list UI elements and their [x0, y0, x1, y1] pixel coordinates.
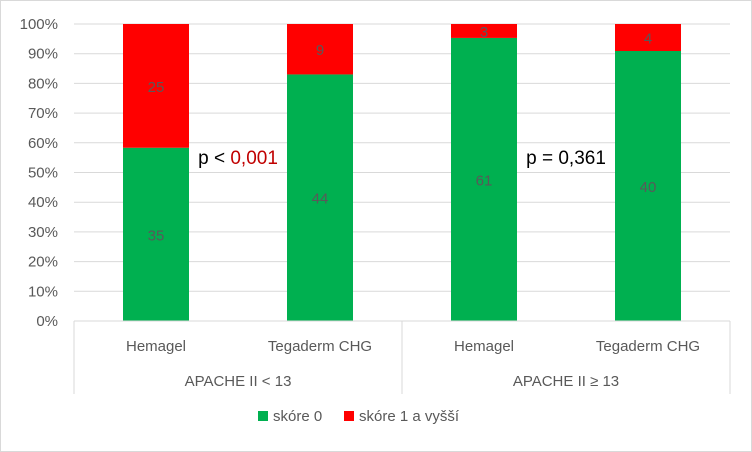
bar-segment	[123, 24, 189, 148]
legend-label: skóre 0	[273, 408, 322, 425]
x-axis: Hemagel Tegaderm CHG Hemagel Tegaderm CHG AP…	[73, 320, 731, 394]
y-tick-label: 0%	[36, 313, 58, 330]
data-label: 35	[148, 227, 165, 244]
bars: 35 25 44 9 61 3 40 4	[123, 24, 681, 321]
y-tick-label: 10%	[28, 283, 58, 300]
bar-segment	[615, 24, 681, 51]
y-tick-label: 90%	[28, 46, 58, 63]
x-category-label: Hemagel	[454, 338, 514, 355]
y-tick-label: 50%	[28, 165, 58, 182]
x-group-label: APACHE II < 13	[185, 373, 292, 390]
legend: skóre 0 skóre 1 a vyšší	[258, 408, 460, 425]
x-category-label: Hemagel	[126, 338, 186, 355]
legend-swatch	[344, 411, 354, 421]
data-label: 25	[148, 79, 165, 96]
data-label: 61	[476, 172, 493, 189]
y-tick-label: 60%	[28, 135, 58, 152]
y-axis-ticks: 0% 10% 20% 30% 40% 50% 60% 70% 80% 90% 100%	[20, 16, 58, 330]
legend-swatch	[258, 411, 268, 421]
p-value-prefix: p <	[198, 148, 230, 169]
data-label: 3	[480, 24, 488, 41]
p-value-number: 0,361	[558, 148, 606, 169]
y-tick-label: 70%	[28, 105, 58, 122]
bar-segment	[451, 37, 517, 321]
y-tick-label: 80%	[28, 75, 58, 92]
y-tick-label: 30%	[28, 224, 58, 241]
bar-segment	[615, 51, 681, 321]
p-value-prefix: p =	[526, 148, 558, 169]
data-label: 40	[640, 179, 657, 196]
annotations: p < 0,001 p = 0,361	[198, 148, 606, 169]
x-category-label: Tegaderm CHG	[596, 338, 700, 355]
y-tick-label: 20%	[28, 254, 58, 271]
bar-segment	[123, 147, 189, 321]
x-category-label: Tegaderm CHG	[268, 338, 372, 355]
legend-label: skóre 1 a vyšší	[359, 408, 460, 425]
y-tick-label: 40%	[28, 194, 58, 211]
bar-segment	[451, 24, 517, 38]
p-value-number: 0,001	[230, 148, 278, 169]
x-group-label: APACHE II ≥ 13	[513, 373, 619, 390]
y-tick-label: 100%	[20, 16, 58, 33]
data-label: 44	[312, 191, 329, 208]
data-label: 9	[316, 42, 324, 59]
data-label: 4	[644, 31, 652, 48]
bar-segment	[287, 74, 353, 321]
p-value-annotation: p < 0,001	[198, 148, 278, 169]
bar-segment	[287, 24, 353, 75]
p-value-annotation: p = 0,361	[526, 148, 606, 169]
